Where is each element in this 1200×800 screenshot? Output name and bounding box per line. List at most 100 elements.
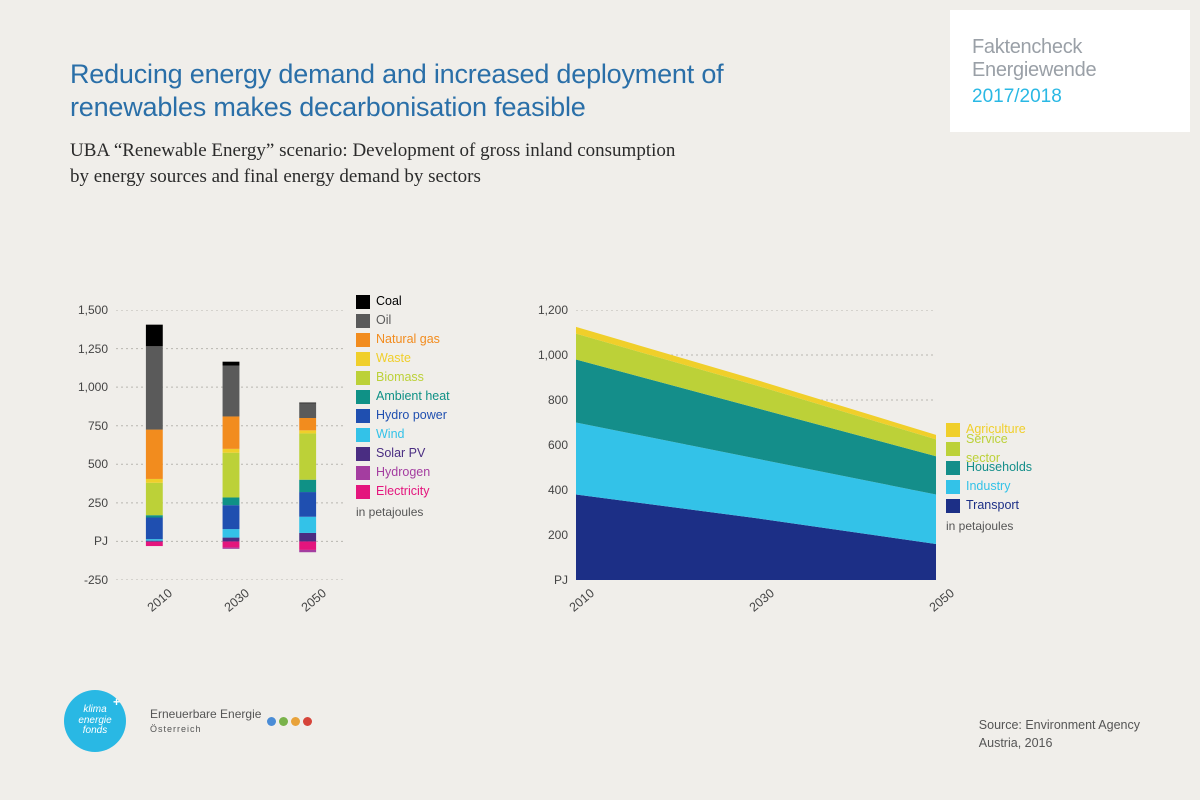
legend-item: Wind — [356, 425, 450, 444]
legend-unit: in petajoules — [946, 517, 1032, 535]
footer-logos: + klimaenergiefonds Erneuerbare Energie … — [64, 690, 312, 752]
subtitle-line1: UBA “Renewable Energy” scenario: Develop… — [70, 140, 675, 161]
bar-xtick: 2050 — [289, 586, 329, 622]
legend-item: Transport — [946, 496, 1032, 515]
legend-item: Service sector — [946, 439, 1032, 458]
bar-ytick: 1,250 — [56, 342, 108, 356]
legend-label: Transport — [966, 496, 1019, 515]
erneuerbare-sub: Österreich — [150, 724, 202, 734]
bar-ytick: PJ — [56, 534, 108, 548]
legend-label: Oil — [376, 311, 391, 330]
legend-item: Hydrogen — [356, 463, 450, 482]
brand-box: Faktencheck Energiewende 2017/2018 — [950, 10, 1190, 132]
area-ytick: 400 — [516, 483, 568, 497]
brand-line2: Energiewende — [972, 59, 1168, 82]
title-line1: Reducing energy demand and increased dep… — [70, 59, 723, 89]
legend-label: Industry — [966, 477, 1010, 496]
legend-item: Coal — [356, 292, 450, 311]
bar-ytick: 750 — [56, 419, 108, 433]
area-xtick: 2010 — [557, 586, 597, 622]
area-ytick: 600 — [516, 438, 568, 452]
logo-dot — [303, 717, 312, 726]
area-ytick: 800 — [516, 393, 568, 407]
legend-swatch — [356, 466, 370, 480]
bar-ytick: 1,000 — [56, 380, 108, 394]
bar-ytick: 1,500 — [56, 303, 108, 317]
area-ytick: 200 — [516, 528, 568, 542]
legend-swatch — [356, 295, 370, 309]
legend-item: Households — [946, 458, 1032, 477]
bar-chart-legend: CoalOilNatural gasWasteBiomassAmbient he… — [356, 292, 450, 521]
legend-item: Biomass — [356, 368, 450, 387]
area-xtick: 2050 — [917, 586, 957, 622]
legend-label: Biomass — [376, 368, 424, 387]
legend-swatch — [946, 461, 960, 475]
bar-xtick: 2010 — [136, 586, 176, 622]
legend-item: Solar PV — [356, 444, 450, 463]
legend-swatch — [946, 442, 960, 456]
legend-swatch — [356, 314, 370, 328]
legend-label: Ambient heat — [376, 387, 450, 406]
bar-chart-plot — [116, 310, 346, 580]
legend-label: Households — [966, 458, 1032, 477]
page-title: Reducing energy demand and increased dep… — [70, 58, 770, 124]
legend-label: Coal — [376, 292, 402, 311]
bar-ytick: 500 — [56, 457, 108, 471]
legend-item: Electricity — [356, 482, 450, 501]
area-ytick: PJ — [516, 573, 568, 587]
bar-xtick: 2030 — [212, 586, 252, 622]
legend-swatch — [356, 333, 370, 347]
legend-item: Waste — [356, 349, 450, 368]
erneuerbare-label: Erneuerbare Energie — [150, 707, 261, 721]
erneuerbare-dots — [267, 717, 312, 726]
legend-swatch — [356, 485, 370, 499]
erneuerbare-text: Erneuerbare Energie Österreich — [150, 707, 261, 735]
logo-dot — [267, 717, 276, 726]
plus-icon: + — [113, 696, 120, 709]
klimafonds-text: klimaenergiefonds — [78, 705, 111, 737]
legend-swatch — [356, 371, 370, 385]
legend-swatch — [356, 390, 370, 404]
klimafonds-logo: + klimaenergiefonds — [64, 690, 126, 752]
bar-ytick: 250 — [56, 496, 108, 510]
legend-swatch — [356, 447, 370, 461]
legend-swatch — [946, 480, 960, 494]
legend-swatch — [946, 423, 960, 437]
legend-item: Natural gas — [356, 330, 450, 349]
source-line2: Austria, 2016 — [979, 736, 1053, 750]
bar-ytick: -250 — [56, 573, 108, 587]
legend-swatch — [946, 499, 960, 513]
header: Reducing energy demand and increased dep… — [70, 58, 770, 189]
source-credit: Source: Environment Agency Austria, 2016 — [979, 717, 1140, 752]
legend-swatch — [356, 409, 370, 423]
logo-dot — [291, 717, 300, 726]
legend-swatch — [356, 428, 370, 442]
legend-item: Industry — [946, 477, 1032, 496]
source-line1: Source: Environment Agency — [979, 718, 1140, 732]
title-line2: renewables makes decarbonisation feasibl… — [70, 92, 586, 122]
legend-label: Natural gas — [376, 330, 440, 349]
area-chart: PJ2004006008001,0001,200 201020302050 Ag… — [516, 290, 996, 630]
legend-label: Hydro power — [376, 406, 447, 425]
legend-swatch — [356, 352, 370, 366]
area-ytick: 1,000 — [516, 348, 568, 362]
legend-label: Hydrogen — [376, 463, 430, 482]
page-subtitle: UBA “Renewable Energy” scenario: Develop… — [70, 138, 770, 189]
brand-line1: Faktencheck — [972, 36, 1168, 59]
area-chart-legend: AgricultureService sectorHouseholdsIndus… — [946, 420, 1032, 535]
subtitle-line2: by energy sources and final energy deman… — [70, 166, 481, 187]
logo-dot — [279, 717, 288, 726]
legend-label: Waste — [376, 349, 411, 368]
area-chart-plot — [576, 310, 936, 580]
erneuerbare-logo: Erneuerbare Energie Österreich — [150, 707, 312, 735]
area-xtick: 2030 — [737, 586, 777, 622]
legend-item: Ambient heat — [356, 387, 450, 406]
legend-item: Hydro power — [356, 406, 450, 425]
legend-item: Oil — [356, 311, 450, 330]
legend-label: Solar PV — [376, 444, 425, 463]
brand-year: 2017/2018 — [972, 86, 1168, 108]
charts-row: -250 PJ 250 500 750 1,000 1,250 1,500 2010 2030 2… — [56, 290, 1170, 650]
legend-unit: in petajoules — [356, 503, 450, 521]
area-ytick: 1,200 — [516, 303, 568, 317]
legend-label: Electricity — [376, 482, 429, 501]
